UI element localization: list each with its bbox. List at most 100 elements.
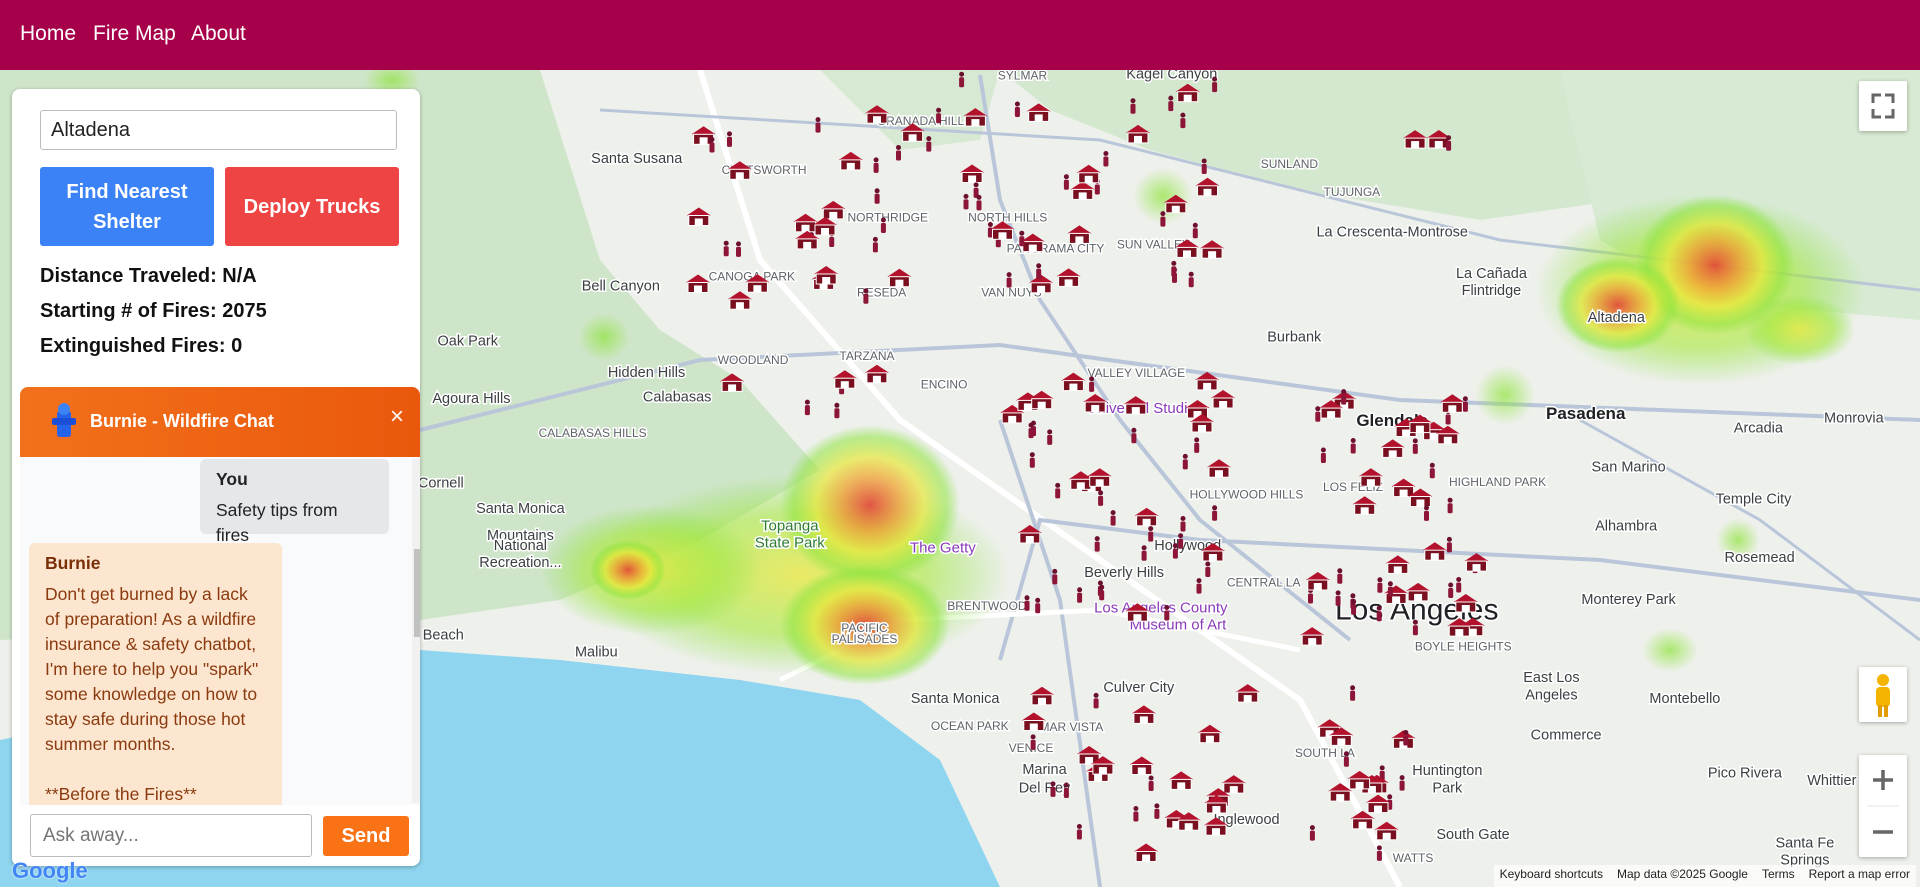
fire-marker	[896, 145, 901, 161]
fire-station-marker	[1134, 507, 1159, 527]
map-label: CANOGA PARK	[709, 270, 795, 284]
marker-head	[1424, 505, 1429, 511]
marker-torso	[1445, 414, 1451, 425]
marker-door	[1399, 741, 1408, 749]
chat-close[interactable]: ×	[389, 403, 404, 430]
marker-torso	[959, 77, 965, 88]
fire-station-marker	[1385, 555, 1410, 574]
fire-station-marker	[887, 268, 912, 288]
fire-station-marker	[1453, 594, 1478, 613]
marker-roof	[838, 151, 863, 160]
footer-link[interactable]: Terms	[1761, 867, 1795, 881]
nav-link[interactable]: Home	[20, 22, 77, 45]
search-input[interactable]	[40, 110, 397, 150]
marker-door	[1212, 806, 1221, 813]
marker-roof	[1385, 555, 1410, 564]
marker-door	[1414, 593, 1423, 601]
fire-marker	[1172, 543, 1178, 559]
nav-link[interactable]: About	[191, 22, 246, 45]
marker-torso	[1168, 101, 1174, 112]
fire-marker	[804, 399, 810, 416]
scrollbar[interactable]	[412, 459, 420, 803]
street-view-button[interactable]	[1859, 667, 1907, 722]
footer-link[interactable]: Report a map error	[1808, 867, 1910, 881]
fire-marker	[1047, 429, 1053, 445]
scroll-thumb[interactable]	[414, 549, 420, 637]
marker-head	[1377, 577, 1383, 583]
fire-station-marker	[1329, 727, 1354, 746]
marker-torso	[815, 122, 821, 133]
marker-roof	[1435, 425, 1460, 434]
fire-station-marker	[1056, 268, 1081, 287]
marker-roof	[1426, 130, 1451, 138]
marker-door	[846, 162, 855, 170]
map-label: The Getty	[910, 539, 976, 556]
fire-marker	[815, 117, 821, 133]
marker-roof	[1176, 812, 1201, 821]
nav-link[interactable]: Fire Map	[93, 22, 176, 45]
marker-door	[1134, 135, 1142, 143]
find-shelter-button[interactable]: Find Nearest Shelter	[40, 167, 214, 246]
marker-roof	[1366, 794, 1390, 803]
marker-head	[1141, 545, 1147, 551]
marker-door	[1085, 757, 1094, 764]
marker-door	[1064, 279, 1073, 287]
marker-torso	[863, 293, 869, 304]
fire-marker	[1377, 577, 1383, 593]
marker-door	[1133, 614, 1142, 622]
marker-roof	[1197, 724, 1222, 733]
marker-head	[874, 188, 880, 194]
marker-roof	[1358, 468, 1383, 477]
map-label: ENCINO	[921, 377, 968, 391]
fire-marker	[1168, 95, 1174, 112]
marker-torso	[1350, 443, 1356, 454]
google-logo[interactable]: Google	[12, 858, 88, 883]
fire-station-marker	[1221, 775, 1246, 794]
marker-head	[1201, 158, 1207, 164]
marker-head	[863, 288, 869, 294]
fullscreen-button[interactable]	[1859, 81, 1907, 131]
marker-torso	[1403, 735, 1409, 746]
marker-roof	[1204, 817, 1228, 826]
marker-roof	[686, 207, 711, 216]
chat-messages: You Safety tips from fires Burnie Don't …	[20, 457, 420, 805]
fire-station-marker	[1403, 130, 1428, 149]
marker-head	[1178, 533, 1184, 539]
footer-link[interactable]: Keyboard shortcuts	[1499, 867, 1604, 881]
marker-roof	[691, 126, 716, 135]
fire-station-marker	[1211, 390, 1236, 409]
fire-marker	[1028, 422, 1034, 439]
marker-roof	[1061, 372, 1086, 381]
fire-marker	[963, 193, 969, 210]
marker-head	[1028, 422, 1034, 428]
send-button[interactable]: Send	[323, 816, 409, 856]
marker-door	[1443, 436, 1452, 444]
chat-input[interactable]	[30, 814, 312, 857]
marker-door	[998, 232, 1007, 240]
marker-roof	[1017, 525, 1042, 533]
fire-station-marker	[1366, 794, 1390, 814]
marker-door	[1076, 482, 1085, 490]
fire-marker	[1160, 211, 1166, 227]
fire-marker	[1077, 587, 1083, 603]
marker-torso	[1335, 595, 1341, 606]
marker-torso	[1024, 600, 1030, 611]
fire-marker	[1350, 438, 1356, 454]
marker-head	[1412, 438, 1418, 444]
map-label: Monterey Park	[1581, 592, 1676, 608]
marker-head	[973, 182, 979, 188]
fire-marker	[1335, 590, 1341, 606]
marker-door	[1095, 479, 1104, 487]
marker-head	[1320, 447, 1326, 453]
deploy-trucks-button[interactable]: Deploy Trucks	[225, 167, 399, 246]
marker-door	[1034, 114, 1043, 122]
marker-roof	[1200, 240, 1225, 249]
marker-roof	[686, 274, 710, 283]
map[interactable]: SYLMAR Kagel Canyon GRANADA HILLS SUNLAND Sa…	[0, 70, 1920, 887]
marker-head	[1376, 605, 1382, 611]
marker-roof	[1300, 627, 1325, 636]
map-label: Rosemead	[1725, 550, 1795, 566]
map-label: East Los	[1523, 670, 1579, 686]
marker-torso	[1205, 567, 1211, 577]
stat: Starting # of Fires: 2075	[40, 300, 267, 322]
